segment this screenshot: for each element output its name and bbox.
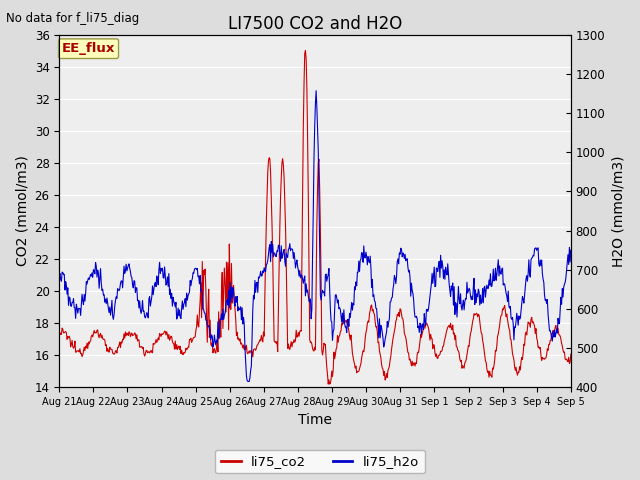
Legend: li75_co2, li75_h2o: li75_co2, li75_h2o (216, 450, 424, 473)
Text: EE_flux: EE_flux (62, 42, 115, 55)
Title: LI7500 CO2 and H2O: LI7500 CO2 and H2O (228, 15, 402, 33)
Y-axis label: CO2 (mmol/m3): CO2 (mmol/m3) (15, 156, 29, 266)
Y-axis label: H2O (mmol/m3): H2O (mmol/m3) (611, 155, 625, 267)
Text: No data for f_li75_diag: No data for f_li75_diag (6, 12, 140, 25)
X-axis label: Time: Time (298, 413, 332, 427)
